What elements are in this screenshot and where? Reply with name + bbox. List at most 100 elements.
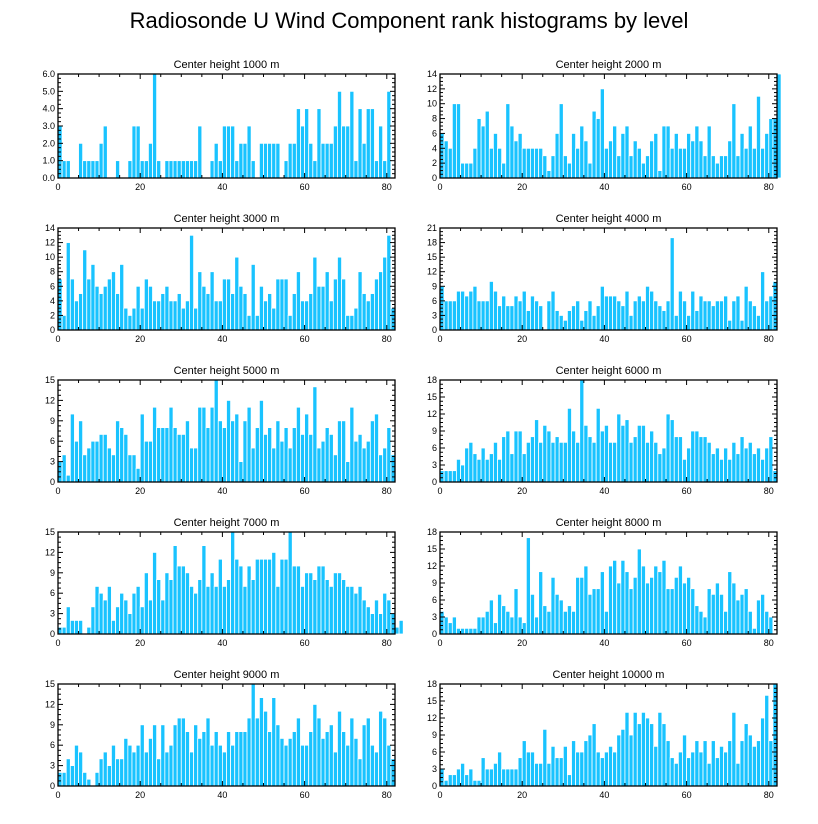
bar — [760, 147, 766, 179]
bar — [123, 738, 129, 787]
bar — [189, 234, 195, 331]
bar — [669, 419, 675, 483]
y-tick-label: 9 — [50, 568, 55, 578]
bar — [115, 160, 121, 179]
bar — [172, 545, 178, 635]
bar — [657, 170, 663, 179]
bar — [649, 430, 655, 483]
bar — [143, 160, 149, 179]
bar — [665, 588, 671, 635]
x-tick-label: 0 — [55, 334, 60, 344]
bar — [562, 441, 568, 483]
bar — [176, 433, 182, 483]
bar — [447, 147, 453, 179]
bar — [747, 300, 753, 331]
bar — [743, 147, 749, 179]
bar — [246, 315, 252, 331]
bar — [382, 256, 388, 331]
y-tick-label: 3 — [50, 609, 55, 619]
bar — [201, 731, 207, 787]
bar — [550, 745, 556, 787]
x-tick-label: 20 — [517, 638, 527, 648]
bar — [484, 458, 490, 483]
bar — [488, 147, 494, 179]
bar — [357, 108, 363, 179]
bar — [131, 125, 137, 179]
bar — [579, 319, 585, 331]
y-tick-label: 8 — [432, 114, 437, 124]
y-tick-label: 3 — [432, 612, 437, 622]
bar — [205, 427, 211, 483]
bar — [398, 620, 404, 635]
y-tick-label: 0 — [50, 477, 55, 487]
bar — [632, 711, 638, 787]
bar — [714, 447, 720, 483]
x-tick-label: 40 — [599, 486, 609, 496]
bar — [669, 588, 675, 635]
bar — [443, 616, 449, 635]
bar — [316, 108, 322, 179]
bar — [320, 440, 326, 483]
bar — [250, 264, 256, 331]
bar — [571, 133, 577, 179]
bar — [595, 751, 601, 787]
bar — [61, 454, 67, 483]
bar — [612, 125, 618, 179]
bar — [698, 610, 704, 635]
panel-title: Center height 1000 m — [174, 59, 280, 71]
bar — [550, 576, 556, 635]
bar — [94, 440, 100, 483]
bar — [521, 147, 527, 179]
x-tick-label: 60 — [300, 790, 310, 800]
bar — [197, 406, 203, 483]
bar — [295, 406, 301, 483]
bar — [575, 441, 581, 483]
bar — [361, 724, 367, 787]
bar — [324, 142, 330, 179]
bar — [443, 470, 449, 483]
bar — [760, 458, 766, 483]
bar — [271, 447, 277, 483]
bar — [94, 160, 100, 179]
bar — [374, 413, 379, 483]
bar — [575, 576, 581, 635]
bar — [682, 458, 687, 483]
bar — [213, 586, 219, 635]
bar — [443, 779, 449, 787]
bar — [90, 160, 96, 179]
x-tick-label: 0 — [55, 486, 60, 496]
panel-6: Center height 6000 m 0 20 40 60 80 0 3 6 9 12 15 18 — [427, 365, 778, 496]
bar — [591, 315, 597, 331]
y-tick-label: 12 — [427, 84, 437, 94]
bar — [727, 740, 733, 787]
bar — [176, 160, 182, 179]
bar — [369, 613, 375, 635]
bar — [706, 441, 712, 483]
y-tick-label: 0 — [50, 629, 55, 639]
bar — [447, 470, 453, 483]
bar — [332, 454, 338, 483]
bar — [86, 778, 92, 787]
bar — [131, 307, 137, 331]
bar — [624, 290, 630, 331]
bar — [756, 95, 761, 179]
bar — [139, 160, 145, 179]
y-tick-label: 6 — [432, 443, 437, 453]
bar — [127, 613, 133, 635]
bar — [328, 586, 334, 635]
bar — [456, 290, 461, 331]
bar — [620, 133, 626, 179]
bar — [575, 751, 581, 787]
bar — [464, 162, 470, 179]
bar — [460, 162, 466, 179]
bar — [90, 440, 96, 483]
bar — [567, 162, 572, 179]
panel-title: Center height 8000 m — [556, 517, 662, 529]
bar — [661, 125, 667, 179]
bar — [472, 147, 478, 179]
bar — [743, 447, 749, 483]
bar — [74, 620, 79, 635]
x-tick-label: 80 — [764, 486, 774, 496]
x-tick-label: 60 — [682, 182, 692, 192]
panel-title: Center height 10000 m — [553, 669, 665, 681]
